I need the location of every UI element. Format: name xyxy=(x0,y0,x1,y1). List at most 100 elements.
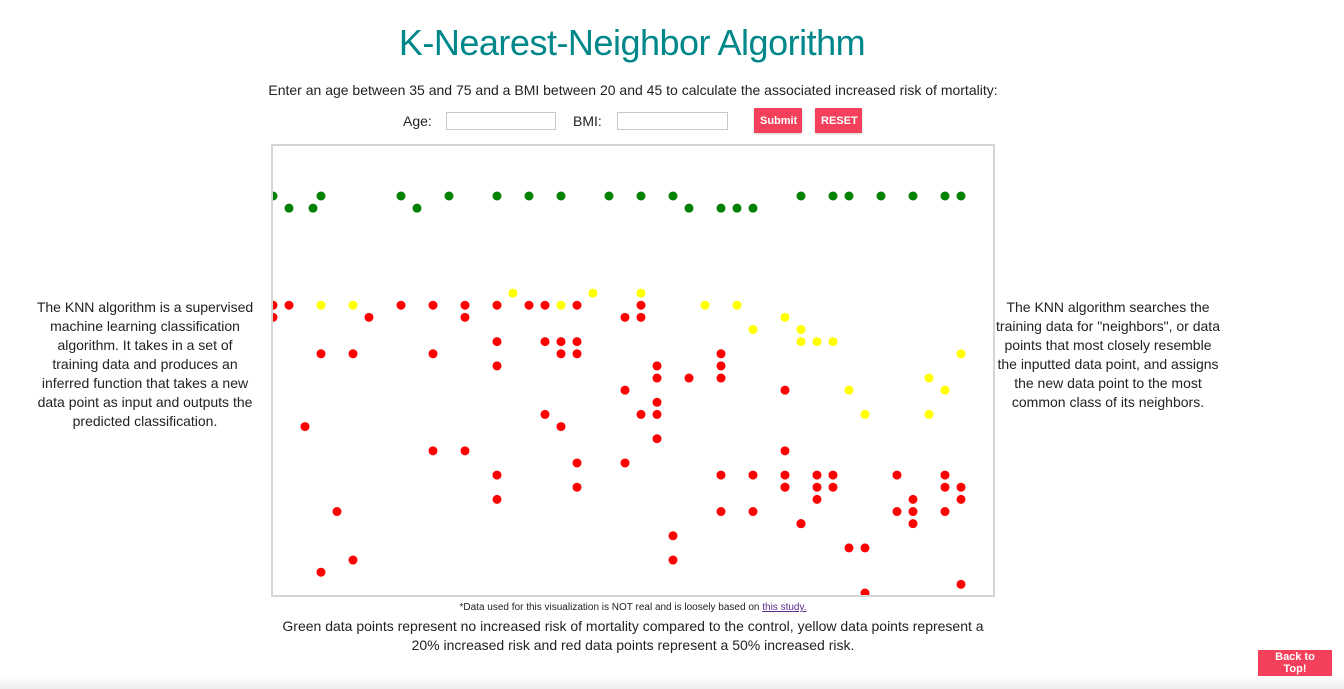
data-point xyxy=(956,494,966,504)
scatter-svg[interactable] xyxy=(273,146,993,595)
data-point xyxy=(572,337,582,347)
data-point xyxy=(316,191,326,201)
data-point xyxy=(940,191,950,201)
data-point xyxy=(572,349,582,359)
data-point xyxy=(940,482,950,492)
bmi-input[interactable] xyxy=(617,112,728,130)
data-point xyxy=(908,519,918,529)
data-point xyxy=(332,507,342,517)
data-point xyxy=(684,203,694,213)
data-point xyxy=(348,555,358,565)
age-input[interactable] xyxy=(446,112,556,130)
data-point xyxy=(652,373,662,383)
instructions-text: Enter an age between 35 and 75 and a BMI… xyxy=(268,82,998,98)
data-point xyxy=(844,191,854,201)
data-point xyxy=(556,349,566,359)
data-point xyxy=(940,507,950,517)
data-point xyxy=(940,470,950,480)
study-link[interactable]: this study. xyxy=(762,602,807,613)
data-point xyxy=(956,349,966,359)
data-point xyxy=(780,312,790,322)
data-point xyxy=(796,337,806,347)
data-point xyxy=(636,288,646,298)
data-point xyxy=(860,588,870,595)
age-label: Age: xyxy=(403,113,432,129)
data-point xyxy=(460,300,470,310)
back-to-top-button[interactable]: Back to Top! xyxy=(1258,650,1332,676)
disclaimer-text: *Data used for this visualization is NOT… xyxy=(459,602,763,613)
data-point xyxy=(652,434,662,444)
data-point xyxy=(308,203,318,213)
data-point xyxy=(540,337,550,347)
data-point xyxy=(316,349,326,359)
data-point xyxy=(796,324,806,334)
data-point xyxy=(396,300,406,310)
data-point xyxy=(492,470,502,480)
data-point xyxy=(908,494,918,504)
data-point xyxy=(273,191,278,201)
data-point xyxy=(780,446,790,456)
data-point xyxy=(812,470,822,480)
data-point xyxy=(508,288,518,298)
data-point xyxy=(348,349,358,359)
data-point xyxy=(844,543,854,553)
data-point xyxy=(956,579,966,589)
data-point xyxy=(636,409,646,419)
data-point xyxy=(396,191,406,201)
data-point xyxy=(908,507,918,517)
data-point xyxy=(652,361,662,371)
data-point xyxy=(636,300,646,310)
data-point xyxy=(924,409,934,419)
data-point xyxy=(780,385,790,395)
data-point xyxy=(316,300,326,310)
data-point xyxy=(604,191,614,201)
data-point xyxy=(748,203,758,213)
data-point xyxy=(652,397,662,407)
data-point xyxy=(732,300,742,310)
data-point xyxy=(892,470,902,480)
data-point xyxy=(428,300,438,310)
reset-button[interactable]: RESET xyxy=(815,108,862,133)
data-point xyxy=(620,385,630,395)
submit-button[interactable]: Submit xyxy=(754,108,802,133)
data-point xyxy=(684,373,694,383)
data-point xyxy=(636,191,646,201)
data-point xyxy=(620,312,630,322)
data-point xyxy=(492,337,502,347)
data-point xyxy=(556,191,566,201)
data-point xyxy=(620,458,630,468)
data-point xyxy=(556,422,566,432)
data-point xyxy=(876,191,886,201)
data-point xyxy=(492,300,502,310)
data-point xyxy=(668,531,678,541)
data-point xyxy=(956,191,966,201)
data-point xyxy=(812,337,822,347)
data-point xyxy=(348,300,358,310)
data-point xyxy=(556,337,566,347)
data-point xyxy=(716,349,726,359)
data-point xyxy=(828,482,838,492)
data-point xyxy=(812,482,822,492)
data-point xyxy=(492,361,502,371)
data-point xyxy=(924,373,934,383)
data-point xyxy=(748,470,758,480)
page-title: K-Nearest-Neighbor Algorithm xyxy=(398,22,866,63)
data-point xyxy=(460,446,470,456)
data-point xyxy=(412,203,422,213)
data-point xyxy=(444,191,454,201)
data-point xyxy=(716,203,726,213)
data-point xyxy=(556,300,566,310)
data-point xyxy=(908,191,918,201)
data-point xyxy=(780,470,790,480)
data-point xyxy=(428,446,438,456)
knn-scatter-plot[interactable] xyxy=(271,144,995,597)
data-point xyxy=(572,300,582,310)
data-point xyxy=(892,507,902,517)
knn-description-right: The KNN algorithm searches the training … xyxy=(996,299,1220,410)
data-point xyxy=(844,385,854,395)
data-point xyxy=(668,191,678,201)
data-point xyxy=(284,300,294,310)
page-bottom-shade xyxy=(0,676,1344,689)
data-point xyxy=(460,312,470,322)
data-point xyxy=(572,482,582,492)
